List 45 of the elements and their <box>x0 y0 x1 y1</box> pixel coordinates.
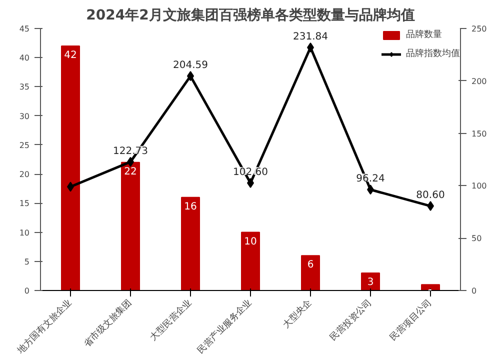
bar <box>121 162 140 290</box>
y-tick-label: 0 <box>24 286 30 296</box>
y-tick-label: 15 <box>19 199 30 208</box>
y2-tick-label: 0 <box>472 286 477 296</box>
y-tick-label: 20 <box>19 170 30 180</box>
data-label: 204.59 <box>173 60 208 72</box>
y-tick-label: 5 <box>24 257 30 266</box>
y-tick-label: 30 <box>19 112 30 121</box>
y-tick-label: 25 <box>19 140 30 150</box>
data-label: 42 <box>64 50 77 61</box>
legend-label: 品牌数量 <box>406 28 442 41</box>
y-tick-label: 10 <box>19 228 30 238</box>
data-label: 122.73 <box>113 146 148 157</box>
legend-label: 品牌指数均值 <box>406 48 460 60</box>
y2-tick-label: 50 <box>472 234 482 244</box>
y2-tick-label: 200 <box>472 76 487 86</box>
x-tick-label: 民营投资公司 <box>328 297 374 344</box>
x-tick-label: 省市级文旅集团 <box>82 297 134 350</box>
data-label: 16 <box>184 201 197 212</box>
y2-tick-label: 100 <box>472 182 487 191</box>
x-tick-label: 民营项目公司 <box>388 297 434 344</box>
x-tick-label: 民营产业服务企业 <box>195 297 254 356</box>
y-tick-label: 35 <box>19 82 30 92</box>
data-label: 6 <box>307 260 314 271</box>
x-tick-label: 地方国有文旅企业 <box>14 297 74 357</box>
y-tick-label: 45 <box>19 24 30 34</box>
bar <box>421 284 440 290</box>
bar <box>61 45 80 290</box>
bar <box>241 232 260 290</box>
bar <box>301 255 320 290</box>
chart-title: 2024年2月文旅集团百强榜单各类型数量与品牌均值 <box>86 6 415 24</box>
bar <box>361 272 380 290</box>
x-tick-label: 大型民营企业 <box>148 297 194 344</box>
bar <box>181 196 200 290</box>
y-tick-label: 40 <box>19 54 30 63</box>
data-label: 10 <box>244 236 257 248</box>
data-label: 3 <box>367 277 374 288</box>
data-label: 231.84 <box>293 32 328 43</box>
y2-tick-label: 150 <box>472 129 487 138</box>
x-tick-label: 大型央企 <box>280 297 314 330</box>
data-label: 96.24 <box>356 174 385 185</box>
y2-tick-label: 250 <box>472 24 487 34</box>
data-label: 102.60 <box>233 166 268 178</box>
data-label: 80.60 <box>416 190 445 202</box>
data-label: 22 <box>124 166 137 178</box>
